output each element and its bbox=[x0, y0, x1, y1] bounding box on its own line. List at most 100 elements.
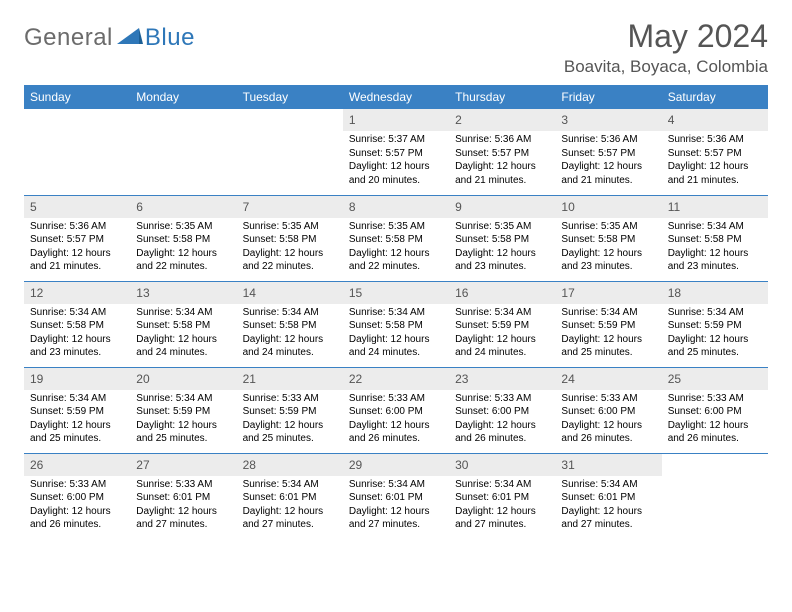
day-details: Sunrise: 5:33 AMSunset: 6:00 PMDaylight:… bbox=[555, 390, 661, 450]
day-number: 4 bbox=[662, 109, 768, 131]
day-number: 22 bbox=[343, 368, 449, 390]
calendar-day-cell: . bbox=[130, 109, 236, 195]
day-number: 26 bbox=[24, 454, 130, 476]
day-number: 12 bbox=[24, 282, 130, 304]
calendar-day-cell: 12Sunrise: 5:34 AMSunset: 5:58 PMDayligh… bbox=[24, 281, 130, 367]
day-details: Sunrise: 5:34 AMSunset: 5:58 PMDaylight:… bbox=[237, 304, 343, 364]
weekday-header: Friday bbox=[555, 85, 661, 109]
day-number: 20 bbox=[130, 368, 236, 390]
weekday-header-row: Sunday Monday Tuesday Wednesday Thursday… bbox=[24, 85, 768, 109]
day-details: Sunrise: 5:34 AMSunset: 5:59 PMDaylight:… bbox=[24, 390, 130, 450]
day-details: Sunrise: 5:34 AMSunset: 5:58 PMDaylight:… bbox=[662, 218, 768, 278]
day-number: 24 bbox=[555, 368, 661, 390]
day-number: 1 bbox=[343, 109, 449, 131]
day-number: 7 bbox=[237, 196, 343, 218]
weekday-header: Saturday bbox=[662, 85, 768, 109]
calendar-day-cell: 16Sunrise: 5:34 AMSunset: 5:59 PMDayligh… bbox=[449, 281, 555, 367]
day-number: 8 bbox=[343, 196, 449, 218]
day-number: 18 bbox=[662, 282, 768, 304]
calendar-day-cell: 29Sunrise: 5:34 AMSunset: 6:01 PMDayligh… bbox=[343, 453, 449, 539]
calendar-day-cell: 11Sunrise: 5:34 AMSunset: 5:58 PMDayligh… bbox=[662, 195, 768, 281]
calendar-day-cell: 27Sunrise: 5:33 AMSunset: 6:01 PMDayligh… bbox=[130, 453, 236, 539]
calendar-day-cell: 31Sunrise: 5:34 AMSunset: 6:01 PMDayligh… bbox=[555, 453, 661, 539]
day-number: 15 bbox=[343, 282, 449, 304]
day-details: Sunrise: 5:35 AMSunset: 5:58 PMDaylight:… bbox=[555, 218, 661, 278]
day-number: 28 bbox=[237, 454, 343, 476]
day-details: Sunrise: 5:35 AMSunset: 5:58 PMDaylight:… bbox=[343, 218, 449, 278]
day-details: Sunrise: 5:33 AMSunset: 5:59 PMDaylight:… bbox=[237, 390, 343, 450]
calendar-day-cell: 19Sunrise: 5:34 AMSunset: 5:59 PMDayligh… bbox=[24, 367, 130, 453]
calendar-day-cell: 3Sunrise: 5:36 AMSunset: 5:57 PMDaylight… bbox=[555, 109, 661, 195]
day-details: Sunrise: 5:34 AMSunset: 6:01 PMDaylight:… bbox=[343, 476, 449, 536]
day-number: 31 bbox=[555, 454, 661, 476]
calendar-table: Sunday Monday Tuesday Wednesday Thursday… bbox=[24, 85, 768, 539]
calendar-day-cell: 1Sunrise: 5:37 AMSunset: 5:57 PMDaylight… bbox=[343, 109, 449, 195]
weekday-header: Wednesday bbox=[343, 85, 449, 109]
day-details: Sunrise: 5:34 AMSunset: 6:01 PMDaylight:… bbox=[237, 476, 343, 536]
calendar-day-cell: 9Sunrise: 5:35 AMSunset: 5:58 PMDaylight… bbox=[449, 195, 555, 281]
day-details: Sunrise: 5:33 AMSunset: 6:00 PMDaylight:… bbox=[343, 390, 449, 450]
day-details: Sunrise: 5:33 AMSunset: 6:00 PMDaylight:… bbox=[449, 390, 555, 450]
day-details: Sunrise: 5:35 AMSunset: 5:58 PMDaylight:… bbox=[237, 218, 343, 278]
calendar-day-cell: 4Sunrise: 5:36 AMSunset: 5:57 PMDaylight… bbox=[662, 109, 768, 195]
calendar-week-row: 26Sunrise: 5:33 AMSunset: 6:00 PMDayligh… bbox=[24, 453, 768, 539]
logo-triangle-icon bbox=[117, 26, 143, 51]
day-number: 23 bbox=[449, 368, 555, 390]
day-number: 2 bbox=[449, 109, 555, 131]
calendar-day-cell: 14Sunrise: 5:34 AMSunset: 5:58 PMDayligh… bbox=[237, 281, 343, 367]
calendar-day-cell: 25Sunrise: 5:33 AMSunset: 6:00 PMDayligh… bbox=[662, 367, 768, 453]
day-number: 5 bbox=[24, 196, 130, 218]
calendar-page: General Blue May 2024 Boavita, Boyaca, C… bbox=[0, 0, 792, 539]
calendar-day-cell: 22Sunrise: 5:33 AMSunset: 6:00 PMDayligh… bbox=[343, 367, 449, 453]
day-number: 27 bbox=[130, 454, 236, 476]
calendar-day-cell: 20Sunrise: 5:34 AMSunset: 5:59 PMDayligh… bbox=[130, 367, 236, 453]
day-details: Sunrise: 5:34 AMSunset: 6:01 PMDaylight:… bbox=[449, 476, 555, 536]
calendar-day-cell: 28Sunrise: 5:34 AMSunset: 6:01 PMDayligh… bbox=[237, 453, 343, 539]
calendar-day-cell: 6Sunrise: 5:35 AMSunset: 5:58 PMDaylight… bbox=[130, 195, 236, 281]
day-number: 29 bbox=[343, 454, 449, 476]
calendar-day-cell: 18Sunrise: 5:34 AMSunset: 5:59 PMDayligh… bbox=[662, 281, 768, 367]
day-number: 6 bbox=[130, 196, 236, 218]
day-details: Sunrise: 5:37 AMSunset: 5:57 PMDaylight:… bbox=[343, 131, 449, 191]
calendar-day-cell: . bbox=[24, 109, 130, 195]
day-details: Sunrise: 5:34 AMSunset: 6:01 PMDaylight:… bbox=[555, 476, 661, 536]
calendar-week-row: 12 Sunrise: 5:34 AMSunset: 5:58 PMDayligh… bbox=[24, 281, 768, 367]
day-number: 19 bbox=[24, 368, 130, 390]
day-number: 9 bbox=[449, 196, 555, 218]
day-number: 16 bbox=[449, 282, 555, 304]
logo-text-general: General bbox=[24, 24, 113, 52]
day-details: Sunrise: 5:33 AMSunset: 6:00 PMDaylight:… bbox=[662, 390, 768, 450]
title-block: May 2024 Boavita, Boyaca, Colombia bbox=[564, 18, 768, 77]
day-number: 25 bbox=[662, 368, 768, 390]
calendar-week-row: 19Sunrise: 5:34 AMSunset: 5:59 PMDayligh… bbox=[24, 367, 768, 453]
logo-text-blue: Blue bbox=[145, 24, 195, 52]
weekday-header: Monday bbox=[130, 85, 236, 109]
day-number: 13 bbox=[130, 282, 236, 304]
calendar-week-row: 5Sunrise: 5:36 AMSunset: 5:57 PMDaylight… bbox=[24, 195, 768, 281]
weekday-header: Sunday bbox=[24, 85, 130, 109]
calendar-day-cell: 8Sunrise: 5:35 AMSunset: 5:58 PMDaylight… bbox=[343, 195, 449, 281]
calendar-day-cell: 23Sunrise: 5:33 AMSunset: 6:00 PMDayligh… bbox=[449, 367, 555, 453]
calendar-day-cell: 5Sunrise: 5:36 AMSunset: 5:57 PMDaylight… bbox=[24, 195, 130, 281]
calendar-day-cell: 24Sunrise: 5:33 AMSunset: 6:00 PMDayligh… bbox=[555, 367, 661, 453]
day-details: Sunrise: 5:35 AMSunset: 5:58 PMDaylight:… bbox=[130, 218, 236, 278]
calendar-day-cell: 30Sunrise: 5:34 AMSunset: 6:01 PMDayligh… bbox=[449, 453, 555, 539]
calendar-day-cell: . bbox=[662, 453, 768, 539]
day-details: Sunrise: 5:34 AMSunset: 5:58 PMDaylight:… bbox=[343, 304, 449, 364]
day-number: 11 bbox=[662, 196, 768, 218]
day-number: 30 bbox=[449, 454, 555, 476]
calendar-day-cell: 7Sunrise: 5:35 AMSunset: 5:58 PMDaylight… bbox=[237, 195, 343, 281]
day-details: Sunrise: 5:36 AMSunset: 5:57 PMDaylight:… bbox=[449, 131, 555, 191]
calendar-day-cell: . bbox=[237, 109, 343, 195]
day-number: 21 bbox=[237, 368, 343, 390]
day-details: Sunrise: 5:36 AMSunset: 5:57 PMDaylight:… bbox=[24, 218, 130, 278]
calendar-day-cell: 2Sunrise: 5:36 AMSunset: 5:57 PMDaylight… bbox=[449, 109, 555, 195]
day-details: Sunrise: 5:33 AMSunset: 6:00 PMDaylight:… bbox=[24, 476, 130, 536]
brand-logo: General Blue bbox=[24, 18, 195, 52]
weekday-header: Thursday bbox=[449, 85, 555, 109]
day-details: Sunrise: 5:36 AMSunset: 5:57 PMDaylight:… bbox=[662, 131, 768, 191]
day-details: Sunrise: 5:34 AMSunset: 5:59 PMDaylight:… bbox=[662, 304, 768, 364]
day-details: Sunrise: 5:35 AMSunset: 5:58 PMDaylight:… bbox=[449, 218, 555, 278]
header: General Blue May 2024 Boavita, Boyaca, C… bbox=[24, 18, 768, 77]
day-details: Sunrise: 5:36 AMSunset: 5:57 PMDaylight:… bbox=[555, 131, 661, 191]
